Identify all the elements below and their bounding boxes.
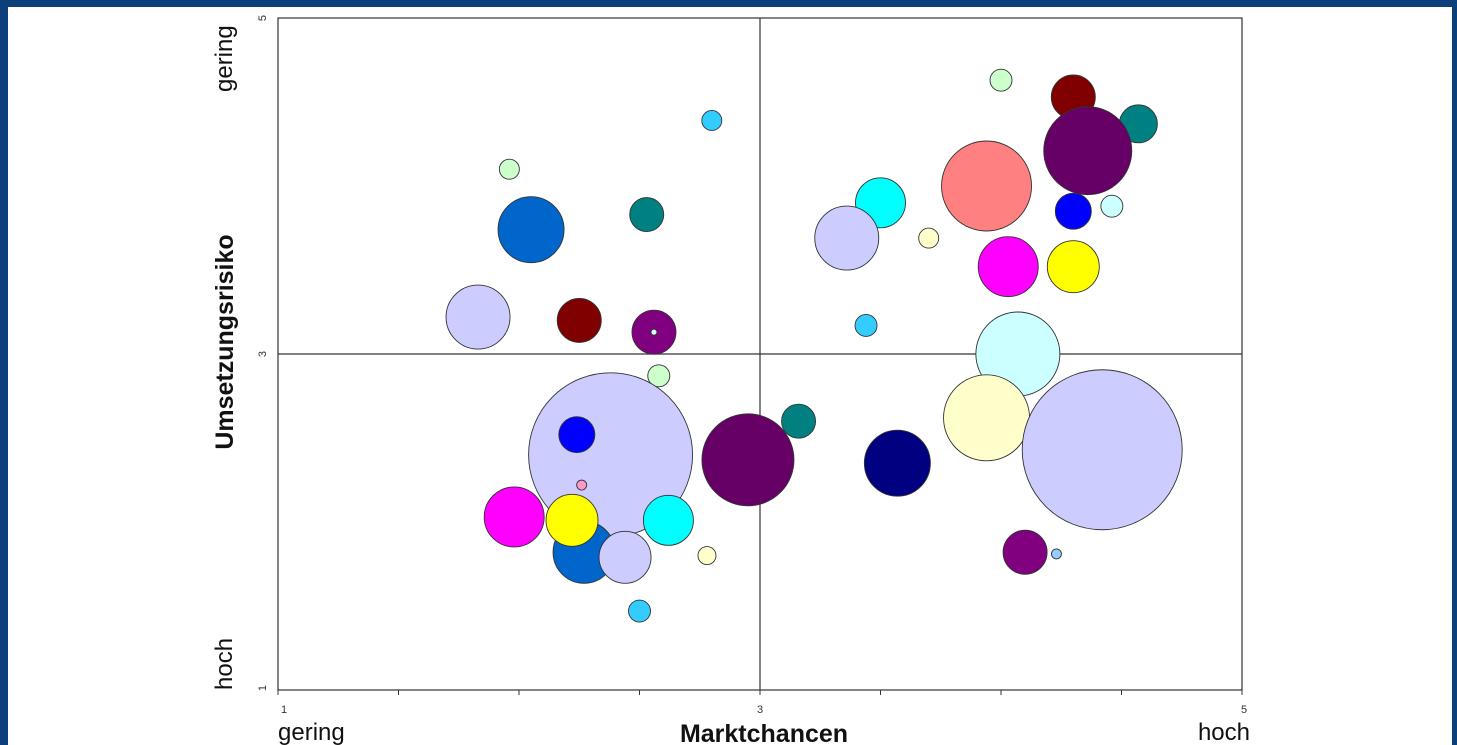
frame-top xyxy=(0,0,1457,7)
bubble-point xyxy=(556,297,602,343)
bubble-point xyxy=(545,493,599,547)
bubble-point xyxy=(943,374,1030,462)
bubble-point xyxy=(701,413,795,507)
bubble-point xyxy=(1100,194,1124,218)
bubble-point xyxy=(989,68,1013,92)
y-end-label-high: gering xyxy=(211,25,238,92)
bubble-point xyxy=(814,205,880,271)
bubble-point xyxy=(701,110,723,131)
y-axis-title: Umsetzungsrisiko xyxy=(211,234,239,449)
x-end-label-high: hoch xyxy=(1198,719,1250,745)
bubble-layer xyxy=(445,68,1183,623)
bubble-point xyxy=(628,599,651,623)
bubble-point xyxy=(576,479,588,491)
y-end-label-low: hoch xyxy=(211,638,238,690)
bubble-point xyxy=(781,403,817,439)
bubble-point xyxy=(497,196,565,264)
bubble-point xyxy=(650,328,658,336)
bubble-point xyxy=(1002,529,1048,575)
bubble-point xyxy=(598,530,652,584)
y-tick-3: 3 xyxy=(257,351,269,357)
bubble-point xyxy=(1046,240,1100,294)
y-tick-5: 5 xyxy=(257,15,269,21)
x-tick-5: 5 xyxy=(1241,704,1247,716)
x-minor-ticks xyxy=(277,690,1243,695)
bubble-point xyxy=(863,429,931,497)
bubble-point xyxy=(1050,548,1062,560)
bubble-point xyxy=(642,494,694,546)
x-tick-1: 1 xyxy=(281,704,287,716)
x-tick-3: 3 xyxy=(757,704,763,716)
bubble-point xyxy=(483,486,545,548)
frame-right xyxy=(1452,0,1457,745)
bubble-point xyxy=(629,197,665,233)
bubble-point xyxy=(647,364,671,388)
bubble-point xyxy=(1043,106,1133,196)
y-tick-1: 1 xyxy=(257,685,269,691)
bubble-point xyxy=(941,140,1032,232)
bubble-point xyxy=(918,227,940,249)
frame-left xyxy=(0,0,8,745)
bubble-point xyxy=(558,416,596,454)
bubble-point xyxy=(445,284,511,350)
bubble-point xyxy=(498,158,520,180)
x-end-label-low: gering xyxy=(278,719,345,745)
bubble-point xyxy=(977,236,1039,298)
x-axis-title: Marktchancen xyxy=(680,720,848,745)
bubble-point xyxy=(1021,369,1183,531)
bubble-point xyxy=(854,313,878,337)
bubble-point xyxy=(1054,192,1092,230)
bubble-point xyxy=(697,546,717,566)
